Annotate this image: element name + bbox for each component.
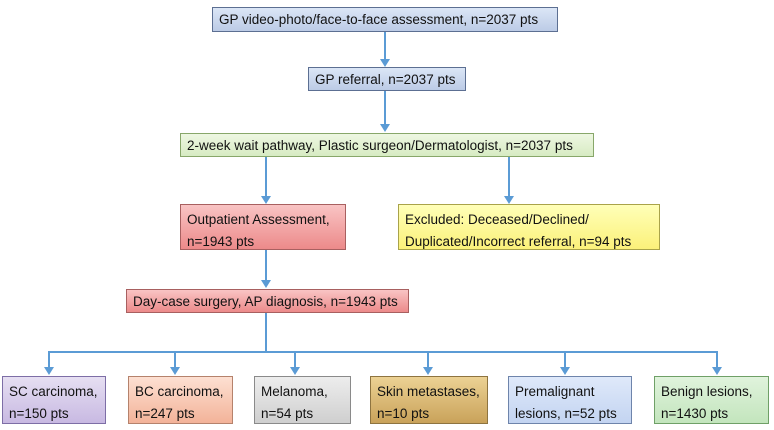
arrowhead (504, 196, 514, 204)
node-gp-assessment: GP video-photo/face-to-face assessment, … (212, 7, 558, 32)
node-line: n=1943 pts (187, 234, 255, 249)
outcome-line: lesions, n=52 pts (515, 406, 617, 421)
outcome-line: n=150 pts (9, 406, 69, 421)
connector-to-premalignant (564, 351, 566, 367)
connector-daycase-bus (265, 313, 267, 352)
connector-outpatient-daycase (265, 250, 267, 280)
outcome-sc-carcinoma: SC carcinoma, n=150 pts (2, 376, 106, 424)
outcome-line: n=247 pts (135, 406, 195, 421)
outcome-bc-carcinoma: BC carcinoma, n=247 pts (128, 376, 233, 424)
outcome-line: Melanoma, (261, 384, 328, 399)
connector-to-metastases (427, 351, 429, 367)
outcome-line: Skin metastases, (377, 384, 480, 399)
connector-to-benign (716, 351, 718, 367)
node-line: Excluded: Deceased/Declined/ (405, 212, 589, 227)
connector-referral-pathway (384, 91, 386, 124)
arrowhead (380, 124, 390, 132)
connector-to-sc (48, 351, 50, 367)
arrowhead (170, 367, 180, 375)
outcome-line: n=54 pts (261, 406, 314, 421)
node-outpatient-assessment: Outpatient Assessment, n=1943 pts (180, 204, 346, 250)
arrowhead (44, 367, 54, 375)
outcome-skin-metastases: Skin metastases, n=10 pts (370, 376, 488, 424)
arrowhead (560, 367, 570, 375)
connector-horizontal-bus (48, 351, 718, 353)
outcome-benign-lesions: Benign lesions, n=1430 pts (654, 376, 769, 424)
arrowhead (423, 367, 433, 375)
node-line: Duplicated/Incorrect referral, n=94 pts (405, 234, 632, 249)
connector-assessment-referral (384, 32, 386, 60)
outcome-line: n=10 pts (377, 406, 430, 421)
node-2-week-pathway: 2-week wait pathway, Plastic surgeon/Der… (180, 133, 594, 157)
connector-pathway-excluded (508, 157, 510, 197)
node-day-case-surgery: Day-case surgery, AP diagnosis, n=1943 p… (126, 289, 409, 313)
outcome-line: Premalignant (515, 384, 595, 399)
arrowhead (712, 367, 722, 375)
node-excluded: Excluded: Deceased/Declined/ Duplicated/… (398, 204, 660, 250)
outcome-line: Benign lesions, (661, 384, 753, 399)
arrowhead (261, 280, 271, 288)
outcome-premalignant-lesions: Premalignant lesions, n=52 pts (508, 376, 632, 424)
connector-to-melanoma (294, 351, 296, 367)
arrowhead (261, 196, 271, 204)
node-line: Outpatient Assessment, (187, 212, 330, 227)
outcome-melanoma: Melanoma, n=54 pts (254, 376, 351, 424)
outcome-line: BC carcinoma, (135, 384, 224, 399)
connector-pathway-outpatient (265, 157, 267, 197)
outcome-line: SC carcinoma, (9, 384, 98, 399)
arrowhead (290, 367, 300, 375)
outcome-line: n=1430 pts (661, 406, 729, 421)
arrowhead (380, 59, 390, 67)
node-gp-referral: GP referral, n=2037 pts (308, 67, 466, 91)
connector-to-bc (174, 351, 176, 367)
